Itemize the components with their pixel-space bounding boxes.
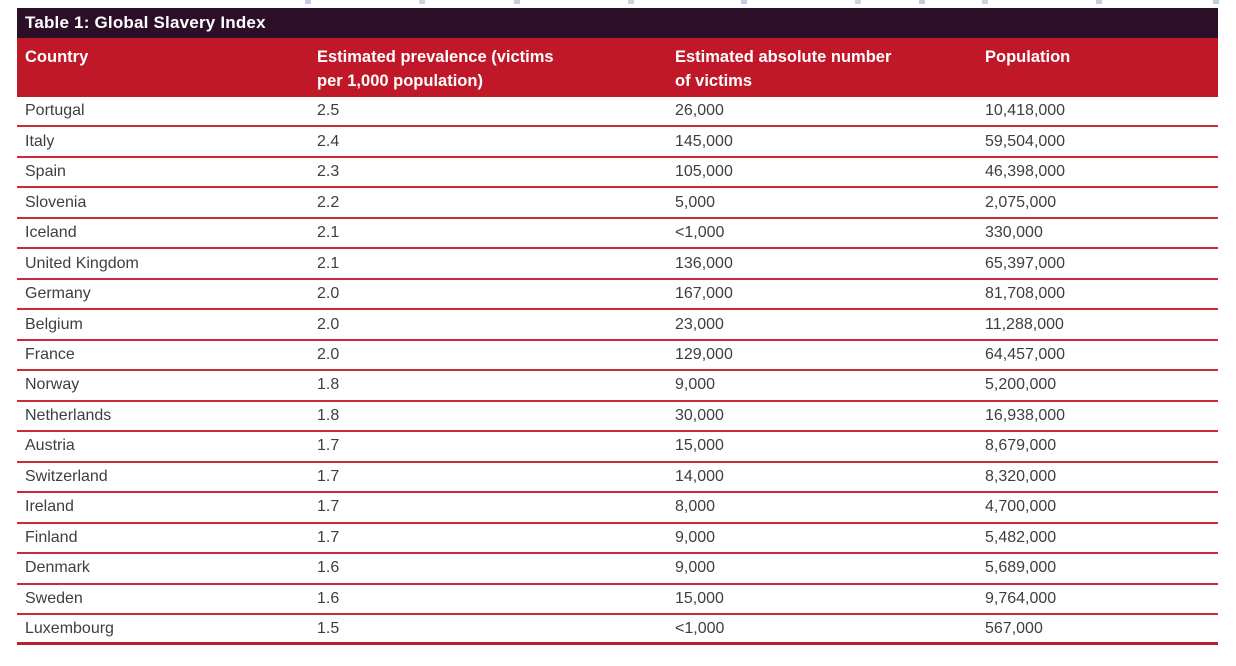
table-cell: 2.0	[317, 285, 340, 303]
table-cell: 30,000	[675, 406, 724, 424]
table-row: Finland 1.7 9,000 5,482,000	[17, 524, 1218, 555]
table-cell: Iceland	[25, 224, 77, 242]
table-cell: France	[25, 345, 75, 363]
table-cell: 65,397,000	[985, 254, 1066, 272]
table-cell: 5,689,000	[985, 559, 1057, 577]
table-cell: 64,457,000	[985, 345, 1066, 363]
table-cell: 2.0	[317, 315, 340, 333]
table-row: Netherlands 1.8 30,000 16,938,000	[17, 402, 1218, 433]
table-cell: Finland	[25, 528, 78, 546]
table-row: Portugal 2.5 26,000 10,418,000	[17, 97, 1218, 128]
table-cell: 167,000	[675, 285, 733, 303]
table-cell: Ireland	[25, 498, 74, 516]
column-header-prevalence: Estimated prevalence (victims per 1,000 …	[317, 48, 554, 90]
table-cell: 1.8	[317, 406, 340, 424]
table-row: Austria 1.7 15,000 8,679,000	[17, 432, 1218, 463]
table-cell: 26,000	[675, 102, 724, 120]
table-cell: <1,000	[675, 224, 725, 242]
cropped-text-remnant	[17, 0, 1219, 5]
table-cell: 2,075,000	[985, 193, 1057, 211]
table-row: Iceland 2.1 <1,000 330,000	[17, 219, 1218, 250]
table-cell: 16,938,000	[985, 406, 1066, 424]
table-row: Italy 2.4 145,000 59,504,000	[17, 127, 1218, 158]
table-row: United Kingdom 2.1 136,000 65,397,000	[17, 249, 1218, 280]
table-cell: 129,000	[675, 345, 733, 363]
table-body: Portugal 2.5 26,000 10,418,000 Italy 2.4 145,0…	[17, 97, 1218, 646]
table-cell: 8,679,000	[985, 437, 1057, 455]
column-header-population: Population	[985, 48, 1071, 66]
table-cell: Italy	[25, 132, 55, 150]
table-cell: 2.0	[317, 345, 340, 363]
table-cell: 1.7	[317, 437, 340, 455]
table-cell: Spain	[25, 163, 66, 181]
table-cell: Netherlands	[25, 406, 112, 424]
table-cell: Norway	[25, 376, 80, 394]
table-cell: 81,708,000	[985, 285, 1066, 303]
table-cell: United Kingdom	[25, 254, 139, 272]
table-cell: 145,000	[675, 132, 733, 150]
table-cell: 567,000	[985, 619, 1043, 637]
table-cell: 23,000	[675, 315, 724, 333]
table-cell: 2.1	[317, 254, 340, 272]
table-cell: Denmark	[25, 559, 90, 577]
table-cell: 9,000	[675, 376, 716, 394]
table-cell: 1.7	[317, 528, 340, 546]
table-cell: 11,288,000	[985, 315, 1064, 333]
table-cell: 105,000	[675, 163, 733, 181]
table-cell: 59,504,000	[985, 132, 1066, 150]
table-row: Belgium 2.0 23,000 11,288,000	[17, 310, 1218, 341]
table-row: Denmark 1.6 9,000 5,689,000	[17, 554, 1218, 585]
table-cell: Austria	[25, 437, 75, 455]
table-cell: Slovenia	[25, 193, 87, 211]
table-cell: 46,398,000	[985, 163, 1066, 181]
table-cell: 4,700,000	[985, 498, 1057, 516]
table-header-row: Country Estimated prevalence (victims pe…	[17, 38, 1218, 97]
table-cell: Germany	[25, 285, 91, 303]
table-cell: Sweden	[25, 589, 83, 607]
table-cell: 5,200,000	[985, 376, 1057, 394]
table-cell: 1.7	[317, 467, 340, 485]
table-cell: <1,000	[675, 619, 725, 637]
table-row: Luxembourg 1.5 <1,000 567,000	[17, 615, 1218, 646]
table-cell: 136,000	[675, 254, 733, 272]
table-cell: 15,000	[675, 437, 724, 455]
table-title: Table 1: Global Slavery Index	[17, 8, 1218, 38]
table-cell: Switzerland	[25, 467, 108, 485]
table-cell: 2.3	[317, 163, 340, 181]
table-cell: 1.8	[317, 376, 340, 394]
table-cell: 1.7	[317, 498, 340, 516]
table-row: Slovenia 2.2 5,000 2,075,000	[17, 188, 1218, 219]
table-cell: Belgium	[25, 315, 83, 333]
column-header-victims: Estimated absolute number of victims	[675, 48, 892, 90]
table-cell: 2.2	[317, 193, 340, 211]
table-cell: 10,418,000	[985, 102, 1066, 120]
table-row: France 2.0 129,000 64,457,000	[17, 341, 1218, 372]
table-row: Sweden 1.6 15,000 9,764,000	[17, 585, 1218, 615]
table-row: Switzerland 1.7 14,000 8,320,000	[17, 463, 1218, 494]
table-cell: 2.4	[317, 132, 340, 150]
table-cell: 1.6	[317, 559, 340, 577]
table-row: Ireland 1.7 8,000 4,700,000	[17, 493, 1218, 524]
table-cell: 5,000	[675, 193, 716, 211]
table-cell: 2.1	[317, 224, 340, 242]
table-cell: 9,000	[675, 559, 716, 577]
table-cell: 1.6	[317, 589, 340, 607]
table-row: Spain 2.3 105,000 46,398,000	[17, 158, 1218, 189]
column-header-country: Country	[25, 48, 89, 66]
table-cell: 8,320,000	[985, 467, 1057, 485]
table-cell: 9,764,000	[985, 589, 1057, 607]
table-cell: 8,000	[675, 498, 716, 516]
table-row: Norway 1.8 9,000 5,200,000	[17, 371, 1218, 402]
table-cell: 5,482,000	[985, 528, 1057, 546]
table-row: Germany 2.0 167,000 81,708,000	[17, 280, 1218, 311]
table-cell: 15,000	[675, 589, 724, 607]
table-cell: Luxembourg	[25, 619, 114, 637]
global-slavery-index-table: Table 1: Global Slavery Index Country Es…	[17, 8, 1218, 646]
table-cell: 14,000	[675, 467, 724, 485]
table-cell: 2.5	[317, 102, 340, 120]
table-cell: Portugal	[25, 102, 85, 120]
table-cell: 9,000	[675, 528, 716, 546]
table-cell: 330,000	[985, 224, 1043, 242]
table-cell: 1.5	[317, 619, 340, 637]
